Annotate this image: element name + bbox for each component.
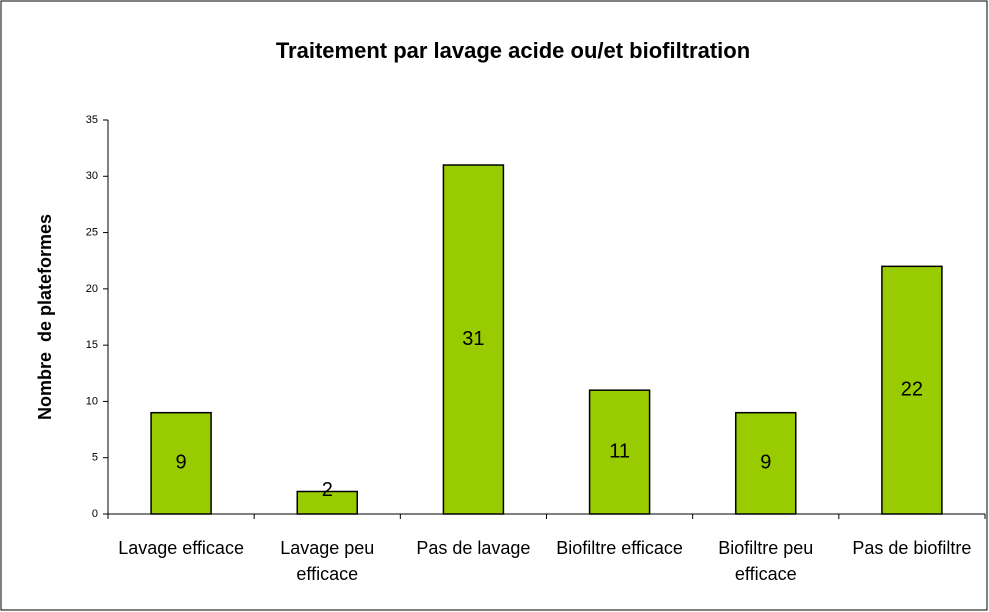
value-label: 31 [462,328,484,350]
y-tick-label: 0 [92,508,98,520]
y-axis-label: Nombre de plateformes [35,214,55,420]
y-tick-label: 10 [86,395,98,407]
x-tick-label: Pas de lavage [416,538,531,558]
bar [735,411,797,515]
value-label: 2 [322,479,333,501]
y-tick-label: 25 [86,226,98,238]
value-label: 9 [176,452,187,474]
x-tick-label: Biofiltre peu efficace [718,538,814,584]
y-tick-label: 5 [92,452,98,464]
y-tick-label: 20 [86,283,98,295]
y-tick-label: 30 [86,170,98,182]
bar [442,164,505,515]
x-tick-label: Lavage peu efficace [280,538,375,584]
value-label: 9 [760,452,771,474]
x-tick-label: Pas de biofiltre [852,538,972,558]
chart-title: Traitement par lavage acide ou/et biofil… [276,38,750,63]
x-tick-label: Lavage efficace [118,538,244,558]
bar [881,265,943,515]
x-tick-label: Biofiltre efficace [556,538,683,558]
y-tick-label: 15 [86,339,98,351]
bar [150,411,212,515]
y-tick-label: 35 [86,114,98,126]
value-label: 11 [609,440,630,462]
bar [588,389,651,515]
value-label: 22 [901,378,923,400]
